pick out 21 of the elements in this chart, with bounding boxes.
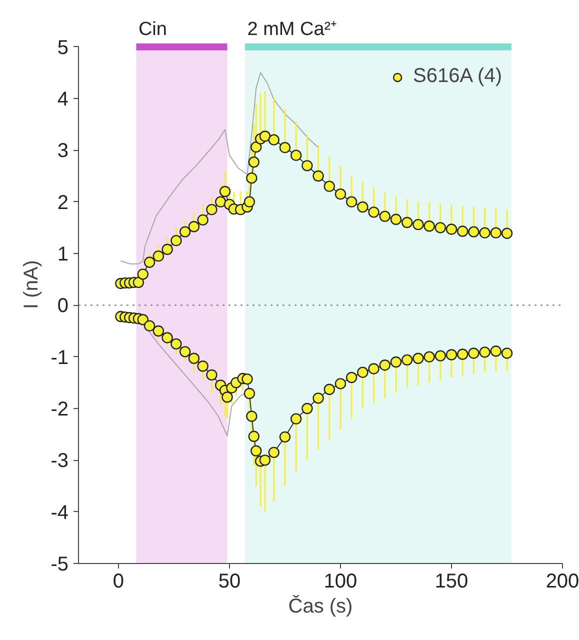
y-tick-label: -5 (50, 554, 69, 576)
x-tick-label: 150 (434, 570, 468, 592)
x-tick-label: 0 (112, 570, 124, 592)
y-tick-label: 2 (57, 192, 68, 214)
legend-label: S616A (4) (413, 65, 502, 88)
x-tick-label: 50 (218, 570, 241, 592)
y-tick-label: -4 (50, 502, 69, 524)
y-tick-label: 5 (57, 36, 68, 59)
y-tick-label: -2 (50, 398, 69, 420)
y-tick-label: -3 (50, 450, 69, 472)
y-tick-label: 1 (57, 244, 68, 266)
y-tick-label: 3 (57, 140, 68, 162)
y-tick-label: 4 (57, 88, 68, 110)
y-tick-label: -1 (50, 346, 69, 369)
x-tick-label: 200 (546, 570, 579, 592)
x-axis-title: Čas (s) (288, 594, 353, 618)
y-tick-label: 0 (57, 295, 68, 318)
band-label: Cin (138, 18, 167, 40)
x-tick-label: 100 (324, 570, 358, 592)
band-label: 2 mM Ca²⁺ (247, 18, 337, 40)
y-axis-title: I (nA) (20, 260, 43, 309)
